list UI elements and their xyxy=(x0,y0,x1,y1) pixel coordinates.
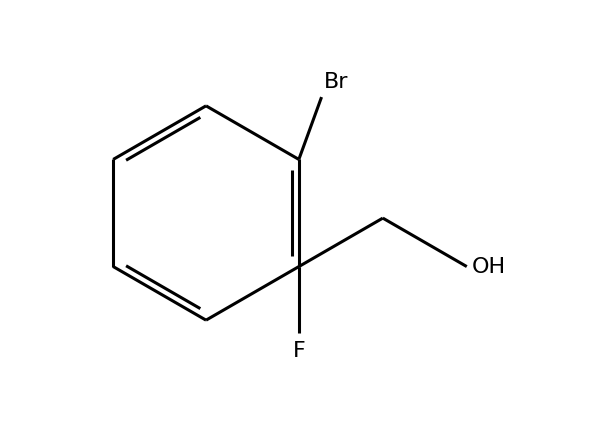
Text: OH: OH xyxy=(472,256,506,276)
Text: Br: Br xyxy=(324,72,348,92)
Text: F: F xyxy=(293,341,305,361)
